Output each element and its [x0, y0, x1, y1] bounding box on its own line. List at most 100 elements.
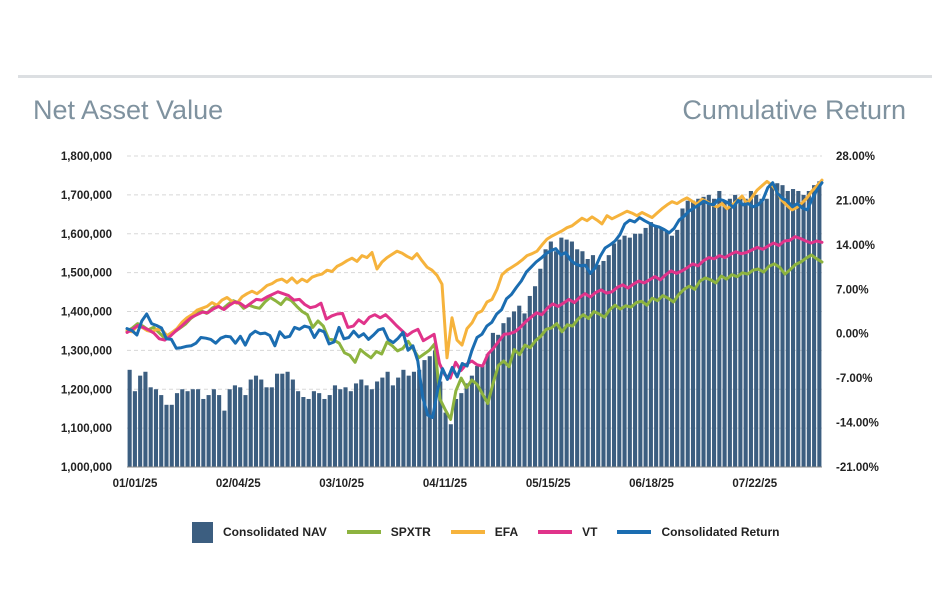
nav-bar: [633, 233, 638, 467]
nav-bar: [532, 286, 538, 467]
legend-item-consolidated-return[interactable]: Consolidated Return: [617, 525, 780, 539]
nav-bar: [180, 389, 185, 467]
legend-item-efa[interactable]: EFA: [450, 525, 519, 539]
nav-bar: [159, 395, 164, 467]
nav-bar: [790, 189, 796, 467]
nav-bar: [280, 373, 285, 467]
nav-bar: [369, 389, 374, 467]
nav-bar: [527, 295, 532, 467]
nav-bar: [232, 385, 237, 467]
legend-efa-label: EFA: [494, 525, 519, 539]
nav-bar: [569, 241, 574, 467]
nav-bar: [243, 395, 248, 467]
nav-bar: [596, 264, 601, 467]
nav-bar: [611, 243, 617, 467]
nav-bar: [759, 198, 764, 467]
nav-bar: [648, 222, 653, 467]
nav-bar: [427, 356, 432, 467]
right-tick-label: 0.00%: [836, 329, 869, 341]
nav-bar: [748, 190, 753, 468]
nav-bar: [680, 208, 685, 467]
nav-bar: [580, 251, 585, 467]
nav-bar: [148, 387, 153, 467]
nav-bar: [343, 387, 348, 467]
left-tick-label: 1,400,000: [61, 307, 112, 319]
nav-bar: [222, 410, 227, 467]
nav-bar: [501, 323, 506, 467]
x-tick-label: 04/11/25: [423, 478, 468, 490]
nav-bar: [775, 183, 780, 467]
nav-bar: [385, 371, 390, 467]
legend-item-spxtr[interactable]: SPXTR: [346, 525, 431, 539]
nav-bar: [738, 198, 743, 467]
nav-bar: [490, 332, 495, 467]
nav-bar: [396, 377, 401, 467]
nav-bar: [564, 239, 569, 467]
nav-bar: [438, 381, 443, 467]
right-tick-label: -14.00%: [836, 418, 879, 430]
return-lines-layer: [125, 178, 824, 421]
nav-bar: [211, 389, 216, 467]
nav-bar: [643, 227, 648, 467]
axis-layer: 1,000,000 1,100,000 1,200,000 1,300,000 1,40…: [61, 151, 879, 490]
nav-bar: [812, 185, 817, 467]
nav-bar: [143, 371, 148, 467]
nav-bar: [275, 373, 280, 467]
nav-bar: [332, 385, 338, 467]
nav-bar: [217, 395, 222, 467]
nav-bar: [511, 311, 517, 467]
nav-bar: [464, 383, 469, 467]
nav-bar: [496, 334, 501, 467]
nav-bar: [174, 393, 180, 467]
nav-bar: [454, 398, 459, 467]
grid-layer: [127, 155, 822, 429]
cumulative-return-title: Cumulative Return: [682, 95, 906, 125]
nav-bar: [153, 389, 159, 467]
nav-bar: [706, 194, 711, 467]
nav-bar: [559, 237, 564, 467]
nav-bar: [701, 196, 706, 467]
nav-bar: [259, 379, 264, 467]
left-tick-label: 1,100,000: [61, 423, 112, 435]
nav-bar: [359, 379, 364, 467]
right-tick-label: 7.00%: [836, 284, 869, 296]
nav-bar: [733, 194, 738, 467]
nav-bar: [675, 229, 680, 467]
nav-bar: [554, 251, 559, 467]
nav-title: Net Asset Value: [33, 95, 224, 125]
nav-bar: [227, 389, 232, 467]
nav-bar: [380, 377, 385, 467]
nav-bar: [806, 190, 811, 468]
nav-bar: [138, 375, 143, 467]
legend-item-vt[interactable]: VT: [538, 525, 597, 539]
nav-bar: [627, 237, 632, 467]
nav-bar: [696, 198, 701, 467]
nav-bar: [375, 381, 380, 467]
nav-bar: [485, 354, 490, 467]
left-tick-label: 1,300,000: [61, 345, 112, 357]
nav-bar: [169, 404, 174, 467]
nav-bar: [353, 383, 359, 467]
nav-bar-layer: [127, 181, 822, 468]
nav-bar: [422, 360, 427, 467]
x-tick-label: 06/18/25: [629, 478, 674, 490]
legend-item-nav[interactable]: Consolidated NAV: [192, 521, 327, 543]
nav-bar: [548, 241, 553, 467]
nav-bar: [517, 305, 522, 467]
nav-bar: [301, 397, 306, 467]
nav-bar: [411, 371, 417, 467]
right-tick-label: -7.00%: [836, 373, 872, 385]
right-tick-label: 14.00%: [836, 240, 875, 252]
nav-bar: [306, 398, 311, 467]
x-tick-label: 03/10/25: [319, 478, 364, 490]
nav-bar: [290, 379, 295, 467]
nav-bar: [311, 391, 316, 467]
nav-bar: [764, 198, 769, 467]
nav-bar: [406, 375, 411, 467]
x-tick-label: 01/01/25: [113, 478, 158, 490]
legend-spxtr-label: SPXTR: [390, 525, 431, 539]
nav-bar: [685, 200, 690, 468]
left-tick-label: 1,500,000: [61, 268, 112, 280]
legend-return-label: Consolidated Return: [661, 525, 780, 539]
